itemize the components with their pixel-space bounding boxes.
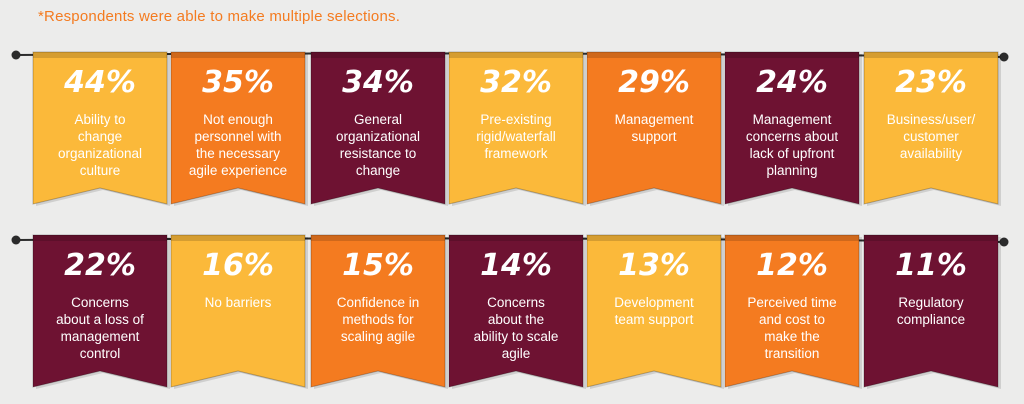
flag-22: 22% Concerns about a loss of management cont… <box>32 234 170 389</box>
flag-label: Regulatory compliance <box>897 295 965 327</box>
flag-shape <box>586 234 722 388</box>
flag-percent: 44% <box>63 65 136 100</box>
flag-34: 34% General organizational resistance to cha… <box>310 51 448 206</box>
flag-label: Perceived time and cost to make the transit… <box>747 295 836 361</box>
flag-12: 12% Perceived time and cost to make the tran… <box>724 234 862 389</box>
flag-label: General organizational resistance to change <box>336 112 420 178</box>
flag-shape <box>310 51 446 205</box>
flag-fold <box>171 52 305 58</box>
flag-fold <box>587 52 721 58</box>
flag-24: 24% Management concerns about lack of upfro… <box>724 51 862 206</box>
flag-percent: 13% <box>618 248 690 283</box>
flag-percent: 34% <box>342 65 414 100</box>
rope-knob <box>11 50 21 60</box>
flag-label: Pre-existing rigid/waterfall framework <box>476 112 556 161</box>
flag-label: Concerns about a loss of management control <box>56 295 144 361</box>
flag-label: Concerns about the ability to scale agile <box>474 295 559 361</box>
flag-fold <box>449 52 583 58</box>
flag-23: 23% Business/user/customer availability <box>863 51 1001 206</box>
flag-shape <box>32 234 168 388</box>
flag-label: Confidence in methods for scaling agile <box>337 295 420 344</box>
flags: 44% Ability to change organizational culture… <box>32 51 1001 389</box>
flag-label: Management support <box>615 112 694 144</box>
rope-knob <box>999 237 1009 247</box>
flag-shape <box>170 51 306 205</box>
flag-percent: 12% <box>756 248 828 283</box>
flag-shape <box>310 234 446 388</box>
flag-percent: 35% <box>202 65 274 100</box>
flag-fold <box>725 52 859 58</box>
flag-fold <box>864 52 998 58</box>
flag-percent: 15% <box>342 248 414 283</box>
flag-fold <box>311 235 445 241</box>
flag-label: Not enough personnel with the necessary agi… <box>189 112 287 178</box>
flag-shape <box>724 234 860 388</box>
flag-shape <box>724 51 860 205</box>
flag-fold <box>311 52 445 58</box>
flag-label: Development team support <box>614 295 694 327</box>
flag-fold <box>449 235 583 241</box>
flag-15: 15% Confidence in methods for scaling agile <box>310 234 448 389</box>
flag-29: 29% Management support <box>586 51 724 206</box>
rope-knob <box>999 52 1009 62</box>
flag-label: Management concerns about lack of upfront p… <box>746 112 839 178</box>
footnote: *Respondents were able to make multiple … <box>38 8 401 25</box>
flag-shape <box>448 51 584 205</box>
flag-label: Business/user/customer availability <box>887 112 976 161</box>
rope-knob <box>11 235 21 245</box>
flag-shape <box>448 234 584 388</box>
flag-35: 35% Not enough personnel with the necessary… <box>170 51 308 206</box>
flag-percent: 16% <box>202 248 274 283</box>
flag-16: 16% No barriers <box>170 234 308 389</box>
flag-shape <box>586 51 722 205</box>
flag-44: 44% Ability to change organizational culture <box>32 51 170 206</box>
flag-fold <box>725 235 859 241</box>
flag-fold <box>864 235 998 241</box>
flag-32: 32% Pre-existing rigid/waterfall framework <box>448 51 586 206</box>
flag-fold <box>33 52 167 58</box>
flag-shape <box>863 234 999 388</box>
flag-fold <box>587 235 721 241</box>
flag-percent: 32% <box>480 65 552 100</box>
flag-fold <box>33 235 167 241</box>
flag-shape <box>32 51 168 205</box>
flag-11: 11% Regulatory compliance <box>863 234 1001 389</box>
flag-percent: 14% <box>480 248 552 283</box>
flag-14: 14% Concerns about the ability to scale agil… <box>448 234 586 389</box>
flag-percent: 11% <box>895 248 967 283</box>
flag-percent: 24% <box>756 65 828 100</box>
flag-shape <box>170 234 306 388</box>
flag-shape <box>863 51 999 205</box>
flag-percent: 23% <box>895 65 967 100</box>
flag-13: 13% Development team support <box>586 234 724 389</box>
flag-label: No barriers <box>205 295 272 310</box>
flag-fold <box>171 235 305 241</box>
flag-percent: 22% <box>64 248 136 283</box>
flag-percent: 29% <box>618 65 690 100</box>
flag-label: Ability to change organizational culture <box>58 112 142 178</box>
